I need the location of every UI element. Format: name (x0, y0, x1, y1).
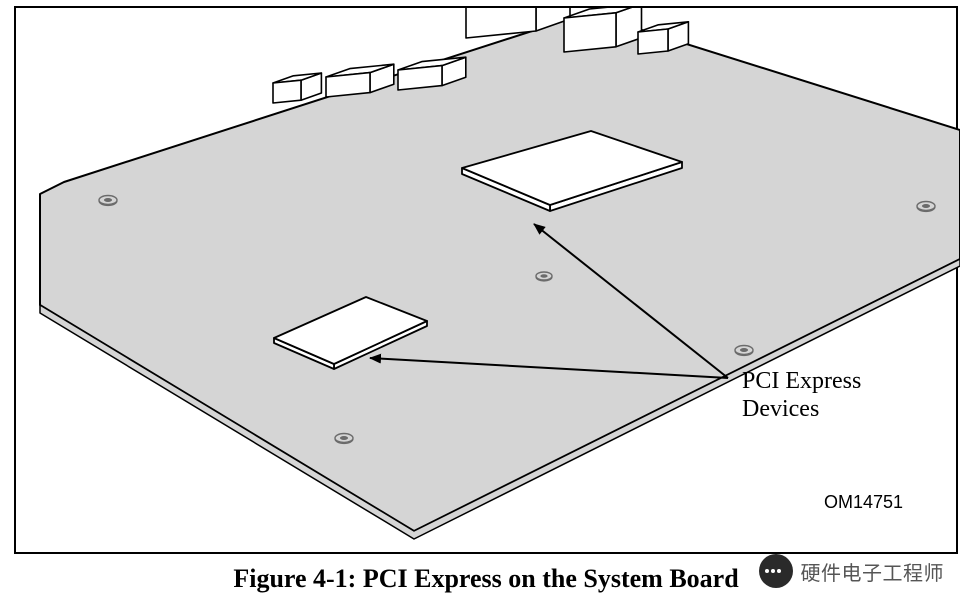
board-top (40, 13, 960, 531)
figure-frame: PCI Express Devices OM14751 (14, 6, 958, 554)
reference-id: OM14751 (824, 492, 903, 513)
callout-label: PCI Express Devices (742, 368, 861, 423)
watermark-text: 硬件电子工程师 (801, 557, 945, 586)
conn-1 (273, 73, 321, 103)
board-diagram (16, 8, 960, 556)
watermark-icon (759, 554, 793, 588)
watermark: 硬件电子工程师 (759, 554, 945, 588)
